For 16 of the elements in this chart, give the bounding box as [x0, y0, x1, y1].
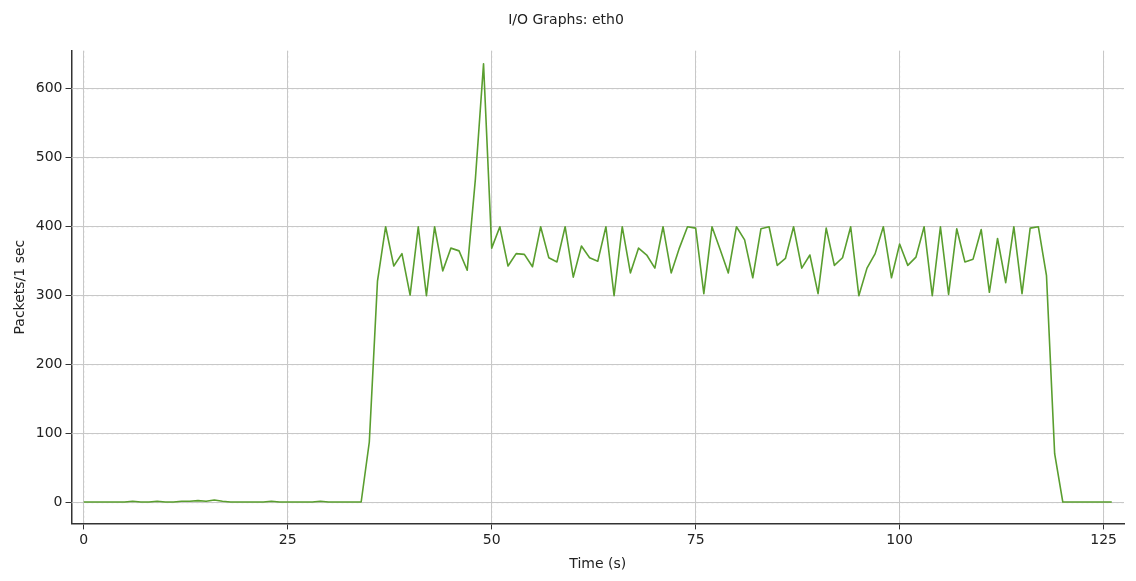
x-tick-label: 25	[278, 531, 297, 548]
x-tick-label: 125	[1090, 531, 1117, 548]
y-tick-label: 400	[35, 217, 63, 234]
x-tick-label: 50	[482, 531, 501, 548]
y-tick-label: 500	[35, 148, 63, 165]
x-tick-label: 100	[886, 531, 913, 548]
x-tick-label: 75	[686, 531, 705, 548]
y-tick-label: 600	[35, 79, 63, 96]
y-tick-label: 100	[35, 424, 63, 441]
chart-title: I/O Graphs: eth0	[508, 11, 624, 28]
y-tick-label: 300	[35, 286, 63, 303]
y-tick-label: 0	[53, 493, 63, 510]
y-tick-label: 200	[35, 355, 63, 372]
x-axis-title: Time (s)	[568, 555, 627, 572]
y-axis-title: Packets/1 sec	[11, 239, 28, 335]
x-tick-label: 0	[79, 531, 89, 548]
